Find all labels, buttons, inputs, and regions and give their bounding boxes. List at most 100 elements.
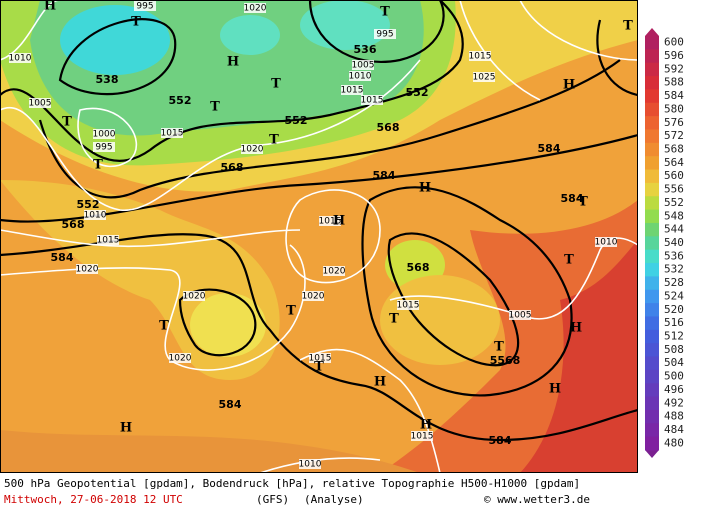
colorbar-swatch	[645, 263, 659, 277]
colorbar-swatch	[645, 409, 659, 424]
colorbar-swatch	[645, 169, 659, 184]
pressure-center: T	[494, 340, 504, 355]
colorbar-label: 524	[664, 289, 684, 302]
pressure-label-bg	[309, 353, 331, 363]
pressure-center: T	[93, 158, 103, 173]
pressure-label: 1005	[352, 61, 375, 71]
pressure-center: T	[380, 5, 390, 20]
colorbar-label: 548	[664, 209, 684, 222]
colorbar-label: 552	[664, 196, 684, 209]
colorbar-label: 596	[664, 49, 684, 62]
colorbar-swatch	[645, 49, 659, 64]
colorbar-label: 540	[664, 236, 684, 249]
colorbar-swatch	[645, 196, 659, 211]
pressure-center: H	[420, 418, 432, 433]
colorbar-label: 592	[664, 62, 684, 75]
pressure-label-bg	[469, 51, 491, 61]
pressure-label: 1020	[183, 292, 206, 302]
colorbar-label: 580	[664, 102, 684, 115]
pressure-label: 1010	[299, 460, 322, 470]
pressure-label-bg	[241, 144, 263, 154]
pressure-label: 1010	[349, 72, 372, 82]
pressure-label: 1010	[595, 238, 618, 248]
pressure-label: 1005	[509, 311, 532, 321]
pressure-label: 995	[95, 143, 112, 153]
geopotential-label: 584	[373, 169, 396, 182]
caption-run: (Analyse)	[304, 493, 364, 506]
pressure-center: T	[314, 360, 324, 375]
colorbar-swatch	[645, 156, 659, 171]
pressure-label-bg	[302, 291, 324, 301]
geopotential-label: 584	[538, 142, 561, 155]
geopotential-label: 584	[489, 434, 512, 447]
map-frame	[0, 0, 638, 473]
caption-date: Mittwoch, 27-06-2018 12 UTC	[4, 493, 183, 506]
colorbar-swatch	[645, 129, 659, 144]
colorbar-label: 496	[664, 383, 684, 396]
pressure-label: 1020	[323, 267, 346, 277]
colorbar-label: 584	[664, 89, 684, 102]
pressure-center: T	[389, 312, 399, 327]
colorbar-swatch	[645, 383, 659, 398]
pressure-center: H	[563, 78, 575, 93]
pressure-label: 1010	[9, 54, 32, 64]
pressure-label: 1015	[319, 217, 342, 227]
pressure-label: 1015	[309, 354, 332, 364]
colorbar-label: 508	[664, 343, 684, 356]
colorbar-label: 504	[664, 356, 684, 369]
colorbar-swatch	[645, 102, 659, 117]
colorbar-label: 488	[664, 410, 684, 423]
pressure-label-bg	[76, 264, 98, 274]
pressure-label: 1000	[93, 130, 116, 140]
caption-line: 500 hPa Geopotential [gpdam], Bodendruck…	[4, 477, 580, 490]
pressure-label-bg	[183, 291, 205, 301]
pressure-label: 995	[136, 2, 153, 12]
colorbar-label: 544	[664, 223, 684, 236]
pressure-center: T	[623, 19, 633, 34]
pressure-label-bg	[9, 53, 31, 63]
colorbar-swatch	[645, 329, 659, 344]
colorbar-label: 492	[664, 396, 684, 409]
geopotential-label: 584	[51, 251, 74, 264]
colorbar-label: 520	[664, 303, 684, 316]
pressure-label: 1025	[473, 73, 496, 83]
pressure-label-bg	[352, 60, 374, 70]
pressure-label: 995	[376, 30, 393, 40]
colorbar-swatch	[645, 236, 659, 251]
pressure-center: T	[271, 77, 281, 92]
colorbar-swatch	[645, 303, 659, 317]
pressure-center: T	[62, 115, 72, 130]
pressure-label: 1005	[29, 99, 52, 109]
colorbar-label: 536	[664, 249, 684, 262]
pressure-center: H	[570, 321, 582, 336]
colorbar-swatch	[645, 222, 659, 237]
caption-credit: © www.wetter3.de	[484, 493, 590, 506]
pressure-center: T	[159, 319, 169, 334]
pressure-center: T	[210, 100, 220, 115]
map-field	[0, 0, 638, 473]
pressure-label: 1015	[97, 236, 120, 246]
pressure-label: 1015	[469, 52, 492, 62]
pressure-center: H	[120, 421, 132, 436]
geopotential-label: 536	[354, 43, 377, 56]
pressure-label: 1020	[169, 354, 192, 364]
colorbar-label: 576	[664, 116, 684, 129]
geopotential-label: 552	[77, 198, 100, 211]
colorbar-label: 528	[664, 276, 684, 289]
pressure-label: 1020	[76, 265, 99, 275]
colorbar-swatch	[645, 116, 659, 130]
pressure-label-bg	[97, 235, 119, 245]
pressure-center: T	[269, 133, 279, 148]
colorbar-label: 600	[664, 36, 684, 49]
pressure-label-bg	[319, 216, 341, 226]
pressure-label: 1020	[241, 145, 264, 155]
colorbar-swatch	[645, 396, 659, 411]
pressure-label-bg	[299, 459, 321, 469]
geopotential-label: 552	[285, 114, 308, 127]
geopotential-contours	[0, 0, 638, 442]
pressure-label: 1015	[397, 301, 420, 311]
colorbar-label: 560	[664, 169, 684, 182]
pressure-label-bg	[244, 3, 266, 13]
pressure-center: T	[286, 304, 296, 319]
